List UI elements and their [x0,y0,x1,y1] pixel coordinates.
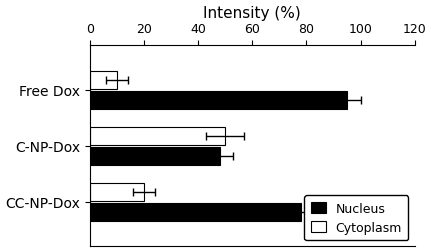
Bar [90,127,226,145]
X-axis label: Intensity (%): Intensity (%) [203,6,301,20]
Bar [90,147,220,165]
Bar [90,183,144,201]
Bar [90,71,117,89]
Bar [90,203,301,221]
Bar [90,91,347,109]
Legend: Nucleus, Cytoplasm: Nucleus, Cytoplasm [305,196,408,240]
